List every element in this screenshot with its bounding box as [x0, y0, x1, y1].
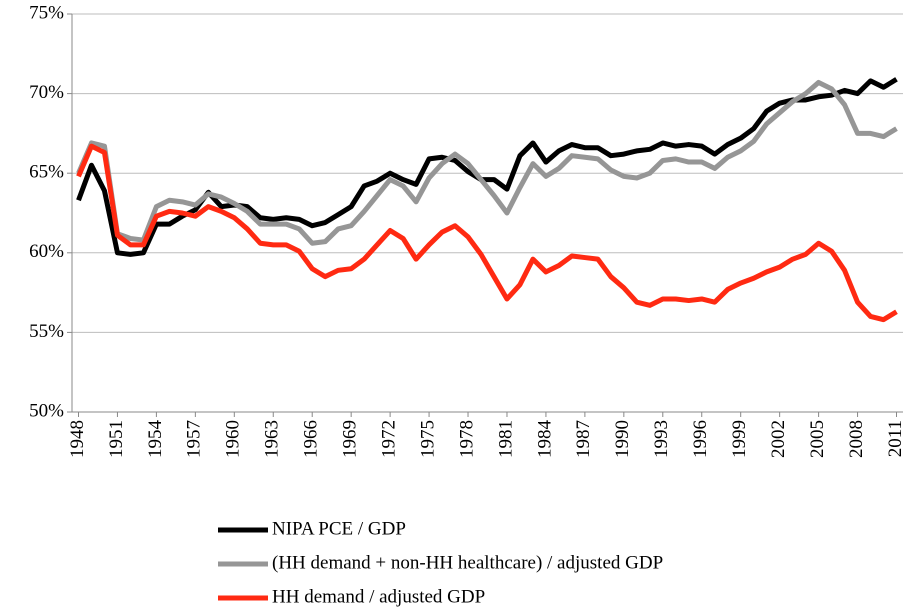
x-tick-label: 1966 — [301, 420, 322, 458]
legend-label: NIPA PCE / GDP — [272, 518, 406, 539]
legend-label: HH demand / adjusted GDP — [272, 586, 485, 607]
y-tick-label: 60% — [29, 241, 64, 262]
x-tick-label: 1978 — [456, 420, 477, 458]
y-tick-label: 70% — [29, 82, 64, 103]
x-tick-label: 2011 — [885, 420, 906, 457]
x-tick-label: 1963 — [262, 420, 283, 458]
series-line — [76, 77, 898, 257]
y-tick-label: 75% — [29, 2, 64, 23]
x-tick-label: 1999 — [729, 420, 750, 458]
x-tick-label: 1990 — [612, 420, 633, 458]
x-tick-label: 2008 — [846, 420, 867, 458]
series-line — [76, 143, 898, 323]
x-tick-label: 1981 — [495, 420, 516, 458]
y-tick-label: 55% — [29, 321, 64, 342]
x-tick-label: 1954 — [145, 420, 166, 459]
series-line — [76, 79, 898, 246]
x-tick-label: 1975 — [417, 420, 438, 458]
x-tick-label: 2005 — [807, 420, 828, 458]
y-tick-label: 50% — [29, 400, 64, 421]
x-tick-label: 1948 — [67, 420, 88, 458]
x-tick-label: 1972 — [378, 420, 399, 458]
x-tick-label: 2002 — [768, 420, 789, 458]
y-tick-label: 65% — [29, 162, 64, 183]
x-tick-label: 1996 — [690, 420, 711, 458]
x-tick-label: 1993 — [651, 420, 672, 458]
legend-label: (HH demand + non-HH healthcare) / adjust… — [272, 552, 663, 573]
x-tick-label: 1969 — [340, 420, 361, 458]
x-tick-label: 1960 — [223, 420, 244, 458]
x-tick-label: 1984 — [534, 420, 555, 459]
x-tick-label: 1957 — [184, 420, 205, 458]
x-tick-label: 1951 — [106, 420, 127, 458]
x-tick-label: 1987 — [573, 420, 594, 458]
